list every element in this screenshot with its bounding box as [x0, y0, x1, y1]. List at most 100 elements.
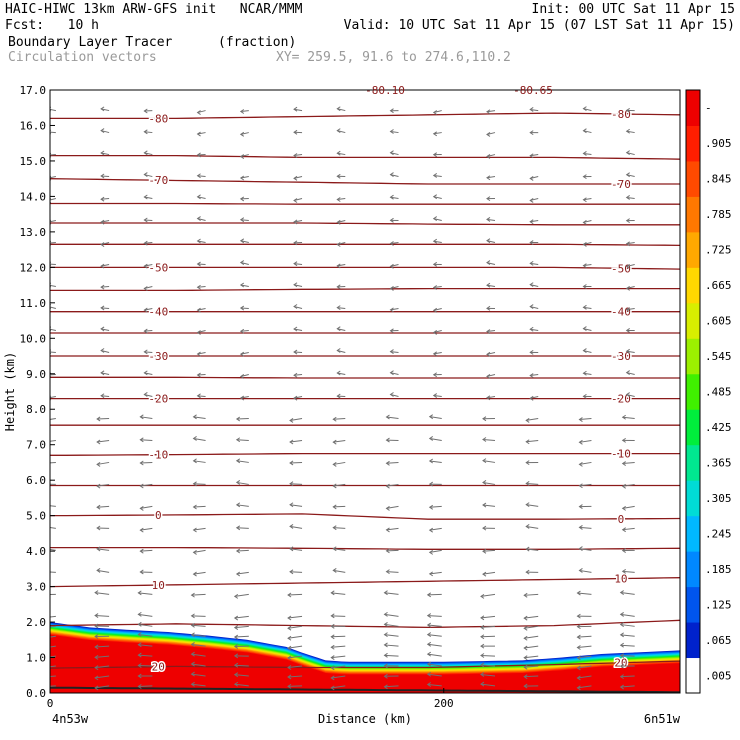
- colorbar-cell: [686, 338, 700, 375]
- vector-arrowhead: [192, 571, 197, 577]
- vector-arrow: [144, 196, 153, 200]
- vector-arrow: [193, 483, 206, 485]
- vector-arrow: [530, 328, 539, 331]
- y-tick-label: 17.0: [20, 84, 47, 97]
- vector-arrow: [427, 663, 442, 667]
- colorbar-frame: [685, 89, 701, 694]
- vector-arrow: [138, 592, 153, 595]
- vector-arrowhead: [239, 217, 245, 223]
- vector-arrow: [197, 308, 206, 311]
- vector-arrowhead: [330, 685, 335, 691]
- vector-arrowhead: [432, 238, 438, 244]
- vector-arrowhead: [94, 665, 99, 671]
- vector-arrow: [144, 219, 153, 222]
- colorbar-cell: [686, 409, 700, 446]
- vector-arrow: [50, 685, 56, 687]
- vector-arrowhead: [100, 263, 105, 269]
- vector-arrow: [480, 593, 496, 597]
- vector-arrow: [386, 571, 399, 573]
- vector-arrow: [526, 504, 539, 507]
- vector-arrow: [583, 264, 592, 267]
- vector-arrowhead: [383, 632, 388, 638]
- contour-line: [50, 660, 680, 669]
- vector-arrowhead: [239, 305, 245, 311]
- vector-arrow: [193, 549, 206, 553]
- vector-arrowhead: [432, 131, 438, 137]
- vector-arrowhead: [625, 241, 630, 247]
- vector-arrow: [331, 665, 346, 669]
- vector-arrow: [288, 675, 303, 678]
- vector-arrow: [579, 569, 592, 573]
- vector-arrowhead: [432, 261, 438, 267]
- vector-arrowhead: [529, 219, 534, 225]
- vector-arrow: [530, 154, 539, 157]
- colorbar-label: .605: [705, 315, 732, 328]
- vector-arrow: [486, 284, 496, 288]
- vector-arrow: [50, 131, 56, 134]
- vector-arrowhead: [137, 652, 142, 658]
- colorbar-cell: [686, 622, 700, 659]
- temperature-contours: -80 -80-70 -70-50 -50-40 -40-30 -30-20 -20-10-…: [50, 106, 680, 675]
- vector-arrowhead: [143, 307, 148, 313]
- vector-arrowhead: [426, 651, 432, 657]
- vector-arrow: [193, 416, 206, 419]
- colorbar-cell: [686, 515, 700, 552]
- vector-arrowhead: [139, 569, 144, 575]
- vector-arrow: [579, 461, 592, 465]
- vector-arrow: [480, 655, 496, 657]
- header-line1-right: Init: 00 UTC Sat 11 Apr 15: [531, 2, 736, 17]
- vector-arrow: [50, 549, 56, 551]
- vector-arrow: [140, 461, 153, 464]
- vector-arrow: [191, 624, 206, 627]
- vector-arrowhead: [525, 569, 530, 575]
- vector-arrow: [144, 308, 153, 311]
- vector-arrowhead: [432, 351, 438, 357]
- vector-arrowhead: [621, 414, 626, 420]
- vector-arrowhead: [332, 439, 337, 445]
- vector-arrowhead: [432, 152, 438, 158]
- vector-arrow: [95, 665, 110, 669]
- vector-arrow: [331, 635, 346, 638]
- vector-arrow: [384, 634, 399, 637]
- contour-line: [50, 513, 680, 520]
- vector-arrow: [101, 307, 110, 309]
- vector-arrowhead: [196, 110, 201, 115]
- vector-arrowhead: [293, 129, 298, 135]
- vector-arrowhead: [385, 505, 390, 511]
- vector-arrow: [191, 653, 206, 657]
- vector-arrowhead: [44, 503, 47, 507]
- vector-arrow: [577, 645, 592, 648]
- vector-arrow: [236, 439, 249, 441]
- vector-arrow: [433, 286, 442, 289]
- vector-arrowhead: [523, 674, 528, 680]
- vector-arrowhead: [239, 282, 245, 288]
- vector-arrowhead: [100, 242, 105, 247]
- vector-arrow: [333, 439, 346, 443]
- vector-arrowhead: [233, 625, 239, 631]
- vector-arrow: [530, 373, 539, 377]
- contour-label: 10: [152, 579, 165, 592]
- vector-arrowhead: [383, 642, 388, 648]
- vector-arrowhead: [385, 414, 390, 420]
- vector-arrow: [577, 592, 592, 595]
- vector-arrow: [240, 351, 249, 355]
- vector-arrow: [626, 308, 635, 311]
- contour-line: [50, 287, 680, 292]
- colorbar-label: .005: [705, 669, 732, 682]
- colorbar-label: .305: [705, 492, 732, 505]
- vector-arrow: [384, 644, 399, 647]
- vector-arrow: [577, 655, 592, 659]
- vector-arrowhead: [383, 622, 388, 627]
- vector-arrowhead: [190, 622, 195, 628]
- colorbar-label: .545: [705, 350, 732, 363]
- contour-label: -30: [148, 350, 168, 363]
- vector-arrow: [433, 240, 442, 244]
- vector-arrow: [289, 417, 303, 421]
- colorbar-label: .065: [705, 634, 732, 647]
- vector-arrow: [480, 673, 496, 677]
- vector-arrow: [293, 108, 303, 112]
- vector-arrow: [287, 665, 303, 668]
- vector-arrowhead: [137, 684, 142, 689]
- top-contour-label: -80.65: [513, 84, 553, 97]
